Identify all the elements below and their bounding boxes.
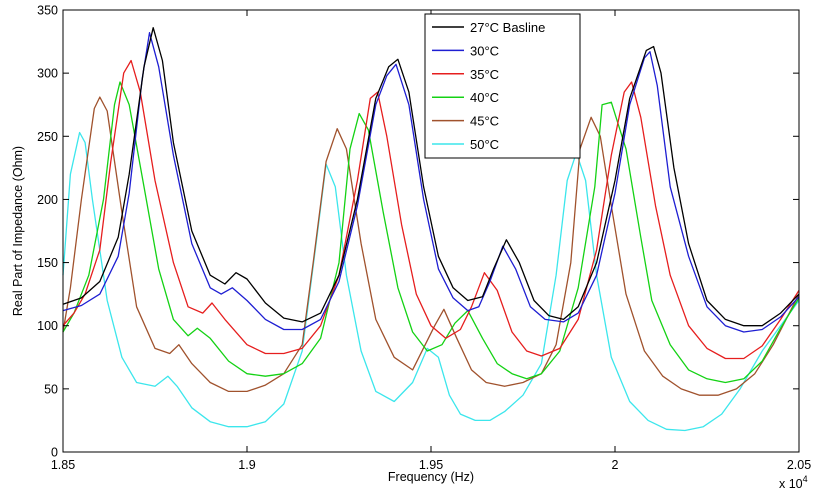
x-exponent-power: 4 — [803, 474, 808, 484]
series-line-50-c — [62, 131, 800, 432]
y-tick-label: 300 — [37, 67, 58, 81]
legend-items: 27°C Basline 30°C 35°C 40°C 45°C 50°C — [432, 20, 545, 152]
y-tick-label: 0 — [51, 446, 58, 460]
series-line-27-c-basline — [62, 27, 800, 327]
series-line-45-c — [62, 96, 800, 396]
legend-label-35-c: 35°C — [470, 67, 499, 82]
y-tick-label: 350 — [37, 4, 58, 18]
x-exponent-base: x 10 — [779, 477, 803, 491]
legend-label-30-c: 30°C — [470, 43, 499, 58]
axis-ticks: 1.85 1.9 1.95 2 2.05 0 50 100 150 200 250 300 350 — [37, 4, 811, 473]
x-tick-label: 1.85 — [51, 458, 75, 472]
y-axis-label: Real Part of Impedance (Ohm) — [11, 146, 25, 316]
series-line-30-c — [62, 32, 800, 333]
legend-box — [424, 13, 581, 159]
legend-label-27-c-basline: 27°C Basline — [470, 20, 545, 35]
x-tick-label: 1.9 — [238, 458, 255, 472]
series-line-35-c — [62, 59, 800, 360]
legend: 27°C Basline 30°C 35°C 40°C 45°C 50°C — [424, 13, 581, 159]
x-tick-label: 2.05 — [787, 458, 811, 472]
y-tick-label: 200 — [37, 193, 58, 207]
y-tick-label: 150 — [37, 256, 58, 270]
legend-label-40-c: 40°C — [470, 90, 499, 105]
x-exponent-label: x 104 — [779, 474, 808, 491]
series-line-40-c — [62, 81, 800, 384]
series-layer — [62, 27, 800, 432]
x-tick-label: 2 — [612, 458, 619, 472]
x-tick-label: 1.95 — [419, 458, 443, 472]
y-tick-label: 250 — [37, 130, 58, 144]
y-tick-label: 50 — [44, 382, 58, 396]
y-tick-label: 100 — [37, 319, 58, 333]
legend-label-45-c: 45°C — [470, 114, 499, 129]
legend-label-50-c: 50°C — [470, 137, 499, 152]
x-axis-label: Frequency (Hz) — [388, 470, 474, 484]
